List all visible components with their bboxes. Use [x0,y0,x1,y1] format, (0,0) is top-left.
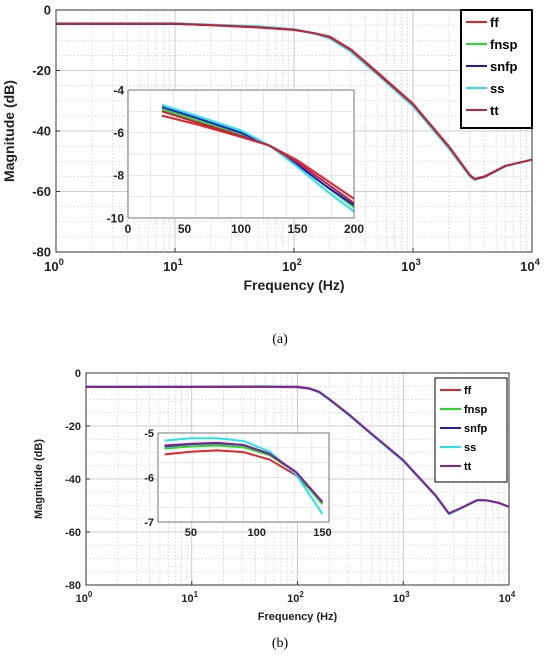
inset-y-tick-label-1-2: -7 [144,517,154,529]
x-tick-label-0-1: 101 [163,257,183,274]
legend-label-fnsp-1: fnsp [464,404,488,416]
inset-x-tick-label-0-2: 100 [231,222,251,236]
y-axis-label-0: Magnitude (dB) [1,80,17,182]
inset-x-tick-label-0-3: 150 [287,222,307,236]
chart-b: 100 101 102 103 104 0 -20 -40 -60 -80 Frequency (H… [33,368,516,623]
legend-0: ff fnsp snfp ss tt [460,9,533,129]
legend-label-ff-1: ff [464,385,472,397]
inset-y-tick-label-0-1: -6 [113,126,124,140]
y-tick-label-1-4: -80 [65,580,81,592]
caption-b: (b) [272,636,289,651]
caption-a: (a) [272,332,288,347]
inset-1: 50 100 150 -5 -6 -7 [144,428,331,539]
legend-box-0 [460,9,533,129]
inset-y-tick-label-1-1: -6 [144,472,154,484]
legend-label-fnsp-0: fnsp [490,37,518,52]
y-tick-label-0-4: -80 [32,245,51,260]
inset-frame-1 [157,432,330,523]
x-tick-label-1-2: 102 [287,590,304,605]
x-tick-label-0-2: 102 [282,257,302,274]
inset-y-tick-label-0-3: -10 [107,211,125,225]
legend-box-1 [434,377,508,483]
y-tick-label-0-3: -60 [32,184,51,199]
x-tick-label-0-4: 104 [520,257,540,274]
y-axis-label-1: Magnitude (dB) [33,439,45,519]
legend-label-tt-0: tt [490,103,499,118]
legend-label-snfp-1: snfp [464,423,488,435]
inset-y-tick-label-1-0: -5 [144,428,154,440]
inset-x-tick-label-1-2: 150 [313,527,331,539]
inset-x-tick-label-0-0: 0 [125,222,132,236]
y-tick-label-1-1: -20 [65,421,81,433]
x-tick-label-0-3: 103 [401,257,421,274]
inset-x-tick-label-0-4: 200 [344,222,364,236]
y-tick-label-1-3: -60 [65,527,81,539]
y-tick-label-0-2: -40 [32,124,51,139]
inset-series-line-ss-1 [164,437,324,515]
inset-y-tick-label-0-0: -4 [113,83,124,97]
x-tick-label-1-0: 100 [76,590,93,605]
legend-label-snfp-0: snfp [490,59,518,74]
legend-1: ff fnsp snfp ss tt [434,377,508,483]
x-tick-label-1-4: 104 [499,590,516,605]
legend-label-tt-1: tt [464,461,472,473]
x-tick-label-1-1: 101 [181,590,198,605]
series-line-tt-0 [56,22,533,181]
x-axis-label-1: Frequency (Hz) [258,611,338,623]
series-line-tt-1 [86,385,510,515]
inset-series-line-tt-1 [164,441,324,503]
x-tick-label-1-3: 103 [393,590,410,605]
inset-frame-0 [127,89,355,219]
y-tick-label-0-1: -20 [32,63,51,78]
legend-label-ss-1: ss [464,442,476,454]
inset-x-tick-label-1-1: 100 [247,527,265,539]
legend-label-ss-0: ss [490,81,504,96]
inset-0: 0 50 100 150 200 -4 -6 -8 -10 [107,83,365,236]
legend-label-ff-0: ff [490,15,499,30]
inset-series-line-tt-0 [161,110,355,204]
inset-x-tick-label-1-0: 50 [185,527,197,539]
x-tick-label-0-0: 100 [44,257,64,274]
x-axis-label-0: Frequency (Hz) [243,277,344,293]
y-tick-label-1-2: -40 [65,474,81,486]
inset-x-tick-label-0-1: 50 [178,222,192,236]
y-tick-label-1-0: 0 [75,368,81,380]
inset-y-tick-label-0-2: -8 [113,169,124,183]
y-tick-label-0-0: 0 [44,3,51,18]
